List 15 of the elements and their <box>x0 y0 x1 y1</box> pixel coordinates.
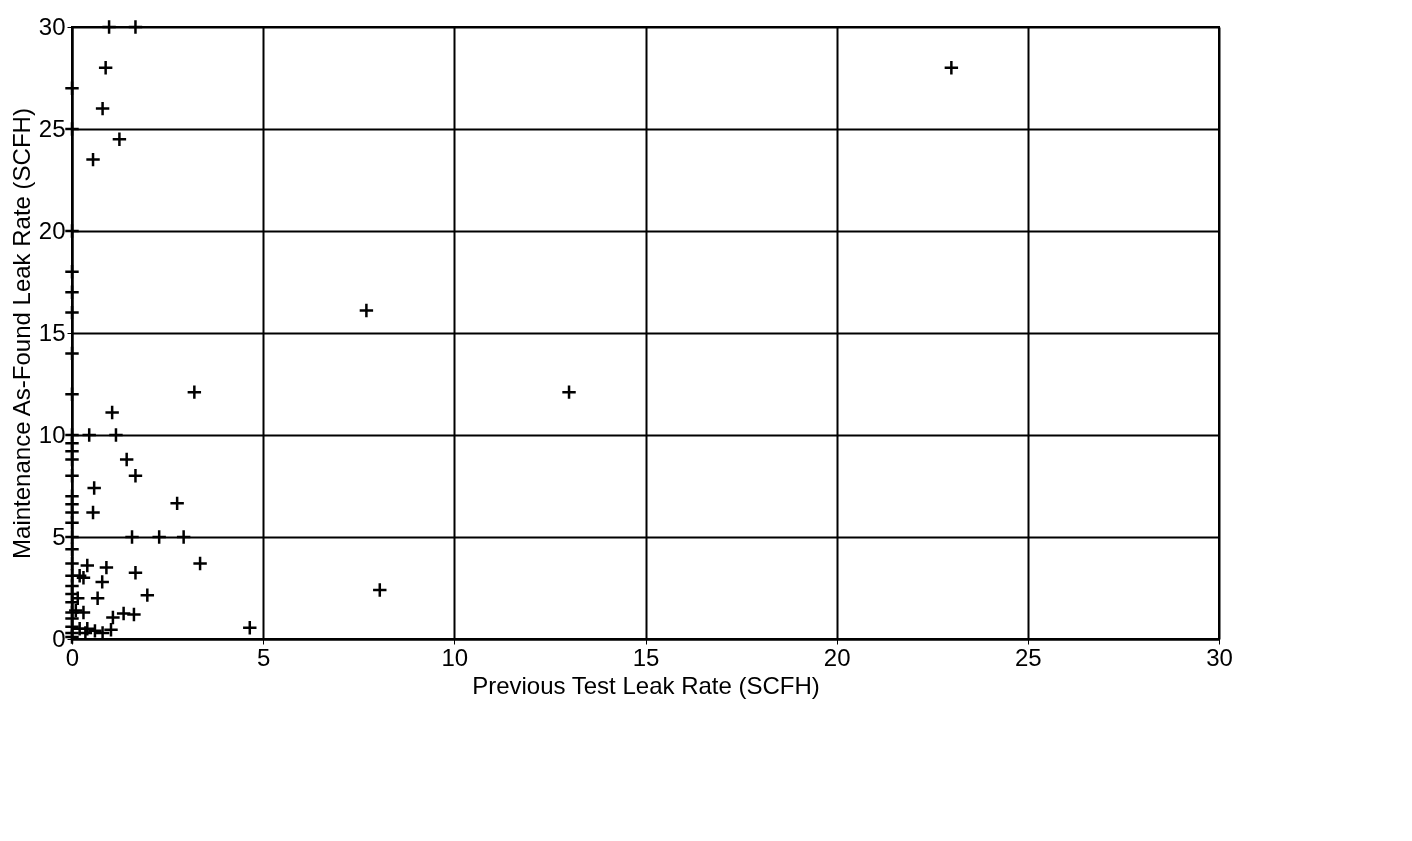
x-tick-label: 20 <box>823 643 851 671</box>
x-axis-title: Previous Test Leak Rate (SCFH) <box>472 671 820 699</box>
y-tick-label: 30 <box>38 12 66 40</box>
y-tick-label: 15 <box>38 318 66 346</box>
x-tick-label: 25 <box>1014 643 1042 671</box>
y-tick-label: 10 <box>38 420 66 448</box>
y-tick-label: 5 <box>52 522 66 550</box>
y-axis-title: Maintenance As-Found Leak Rate (SCFH) <box>7 108 35 559</box>
y-tick-label: 0 <box>52 624 66 652</box>
x-tick-label: 30 <box>1206 643 1233 671</box>
y-tick-label: 25 <box>38 114 66 142</box>
x-tick-label: 5 <box>256 643 271 671</box>
x-tick-label: 10 <box>441 643 469 671</box>
y-tick-label: 20 <box>38 216 66 244</box>
x-tick-label: 15 <box>632 643 660 671</box>
